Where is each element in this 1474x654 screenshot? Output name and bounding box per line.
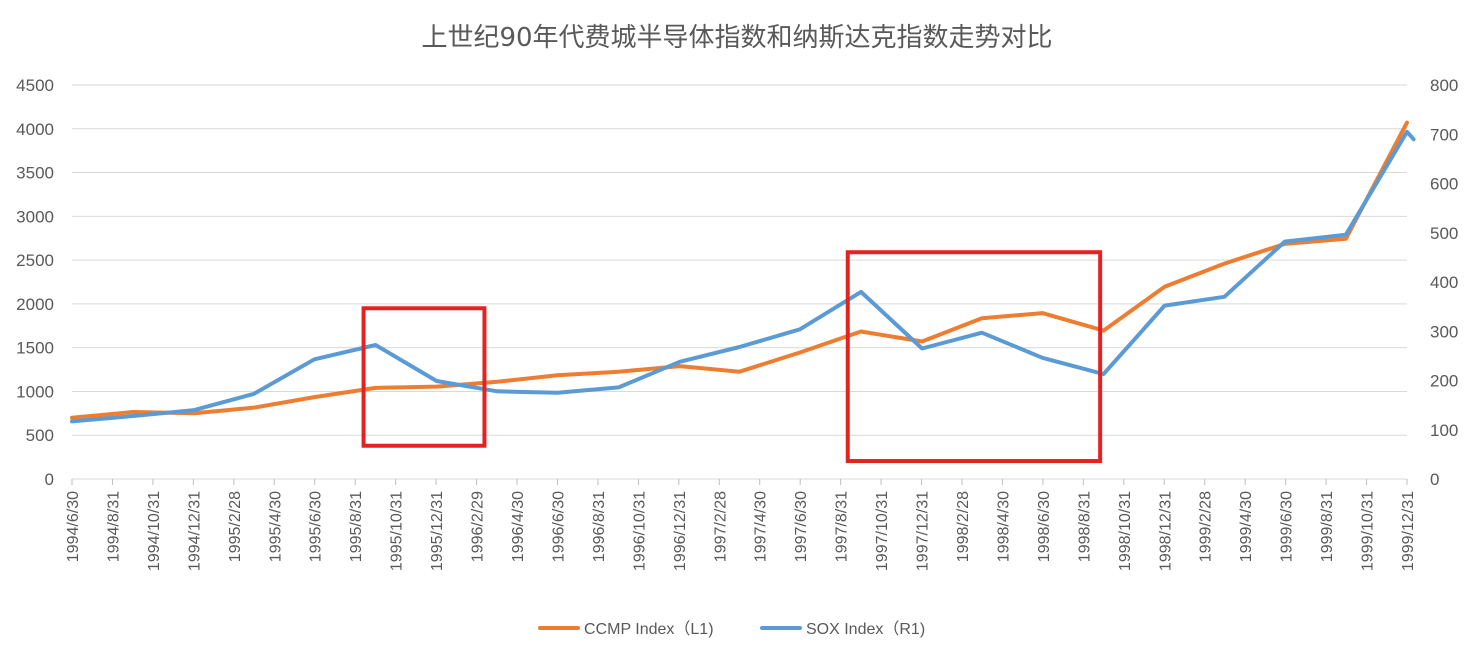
x-tick-label: 1995/6/30 xyxy=(308,491,325,562)
y-right-tick-label: 800 xyxy=(1430,76,1458,95)
x-tick-label: 1997/4/30 xyxy=(753,491,770,562)
series-line-ccmp xyxy=(70,120,1409,420)
x-tick-label: 1998/10/31 xyxy=(1117,491,1134,571)
x-tick-label: 1997/6/30 xyxy=(793,491,810,562)
x-tick-label: 1996/4/30 xyxy=(510,491,527,562)
x-tick-label: 1997/12/31 xyxy=(915,491,932,571)
legend-label-sox: SOX Index（R1) xyxy=(806,620,925,638)
right-y-axis-tick-labels: 0 100 200 300 400 500 600 700 800 xyxy=(1430,76,1458,489)
x-tick-label: 1996/12/31 xyxy=(672,491,689,571)
chart-title: 上世纪90年代费城半导体指数和纳斯达克指数走势对比 xyxy=(421,23,1052,53)
x-tick-label: 1995/10/31 xyxy=(389,491,406,571)
x-tick-label: 1995/12/31 xyxy=(429,491,446,571)
highlight-boxes xyxy=(361,250,1103,464)
y-left-tick-label: 4000 xyxy=(16,120,54,139)
y-right-tick-label: 0 xyxy=(1430,470,1439,489)
x-tick-label: 1998/2/28 xyxy=(955,491,972,562)
y-right-tick-label: 400 xyxy=(1430,273,1458,292)
x-tick-label: 1998/12/31 xyxy=(1157,491,1174,571)
legend: CCMP Index（L1) SOX Index（R1) xyxy=(538,620,925,638)
x-tick-label: 1997/10/31 xyxy=(874,491,891,571)
y-left-tick-label: 2500 xyxy=(16,251,54,270)
x-tick-label: 1995/2/28 xyxy=(227,491,244,562)
y-left-tick-label: 3000 xyxy=(16,207,54,226)
x-tick-label: 1997/8/31 xyxy=(834,491,851,562)
x-axis-tick-labels: 1994/6/30 1994/8/31 1994/10/31 1994/12/31 19… xyxy=(65,479,1417,571)
y-left-tick-label: 500 xyxy=(26,426,54,445)
legend-label-ccmp: CCMP Index（L1) xyxy=(584,620,714,638)
x-tick-label: 1996/6/30 xyxy=(550,491,567,562)
y-left-tick-label: 0 xyxy=(45,470,54,489)
gridlines xyxy=(72,84,1407,480)
x-tick-label: 1995/8/31 xyxy=(348,491,365,562)
left-y-axis-tick-labels: 0 500 1000 1500 2000 2500 3000 3500 4000 4500 xyxy=(16,76,54,489)
y-right-tick-label: 600 xyxy=(1430,175,1458,194)
y-right-tick-label: 100 xyxy=(1430,421,1458,440)
x-tick-label: 1999/2/28 xyxy=(1198,491,1215,562)
y-right-tick-label: 300 xyxy=(1430,322,1458,341)
x-tick-label: 1994/10/31 xyxy=(146,491,163,571)
series-lines xyxy=(70,120,1416,424)
y-right-tick-label: 500 xyxy=(1430,224,1458,243)
x-tick-label: 1998/8/31 xyxy=(1076,491,1093,562)
x-tick-label: 1994/6/30 xyxy=(65,491,82,562)
x-tick-label: 1999/6/30 xyxy=(1279,491,1296,562)
y-left-tick-label: 3500 xyxy=(16,164,54,183)
x-tick-label: 1999/10/31 xyxy=(1360,491,1377,571)
y-left-tick-label: 1000 xyxy=(16,382,54,401)
x-tick-label: 1997/2/28 xyxy=(712,491,729,562)
x-tick-label: 1998/4/30 xyxy=(995,491,1012,562)
series-line-sox xyxy=(70,129,1416,424)
x-tick-label: 1999/12/31 xyxy=(1400,491,1417,571)
highlight-box xyxy=(361,306,487,448)
y-left-tick-label: 1500 xyxy=(16,339,54,358)
x-tick-label: 1996/8/31 xyxy=(591,491,608,562)
x-tick-label: 1998/6/30 xyxy=(1036,491,1053,562)
x-tick-label: 1994/8/31 xyxy=(105,491,122,562)
y-left-tick-label: 4500 xyxy=(16,76,54,95)
x-tick-label: 1994/12/31 xyxy=(186,491,203,571)
x-tick-label: 1996/10/31 xyxy=(631,491,648,571)
x-tick-label: 1999/4/30 xyxy=(1238,491,1255,562)
y-left-tick-label: 2000 xyxy=(16,295,54,314)
y-right-tick-label: 700 xyxy=(1430,125,1458,144)
x-tick-label: 1995/4/30 xyxy=(267,491,284,562)
x-tick-label: 1999/8/31 xyxy=(1319,491,1336,562)
highlight-box xyxy=(845,250,1103,464)
y-right-tick-label: 200 xyxy=(1430,372,1458,391)
x-tick-label: 1996/2/29 xyxy=(470,491,487,562)
